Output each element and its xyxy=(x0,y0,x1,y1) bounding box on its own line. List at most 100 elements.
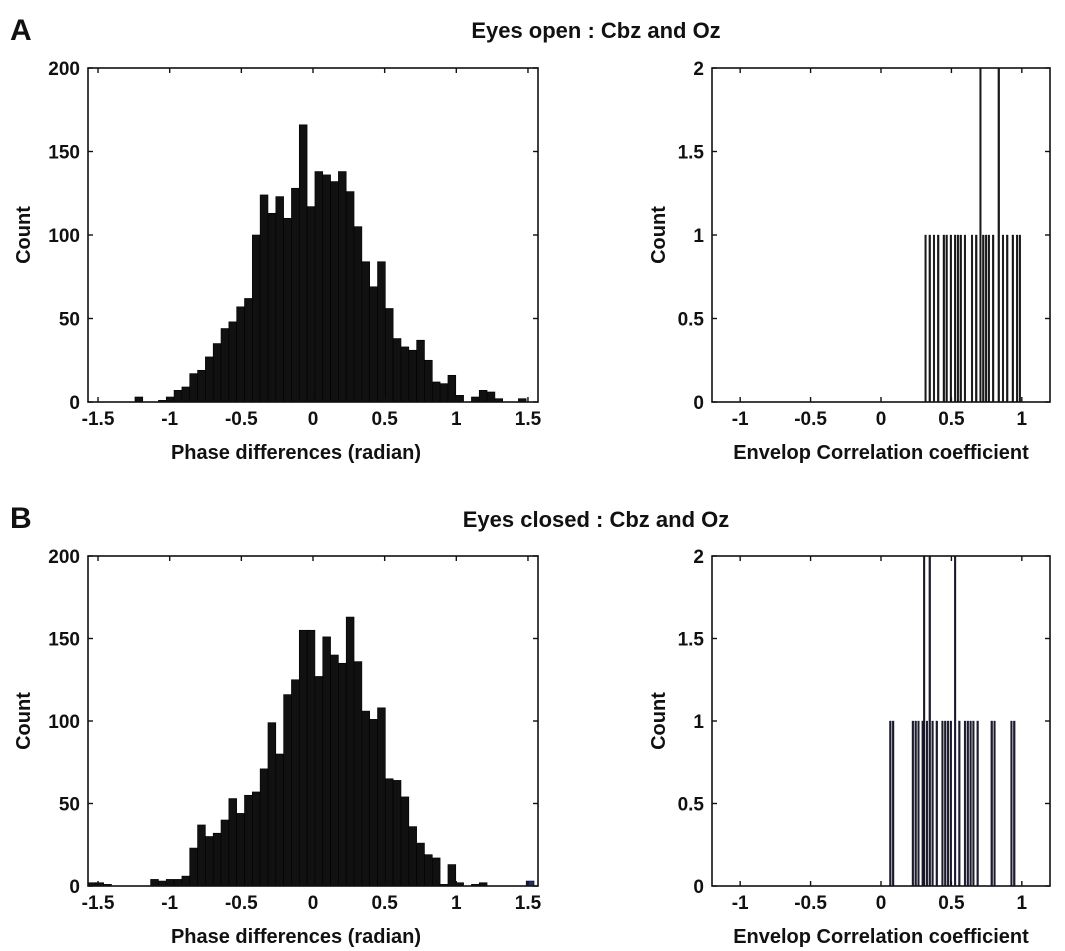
y-tick-label: 0 xyxy=(69,877,80,898)
bar xyxy=(377,707,386,887)
bar xyxy=(400,346,410,403)
x-axis-label: Envelop Correlation coefficient xyxy=(733,442,1029,464)
x-tick-label: -0.5 xyxy=(225,409,258,430)
bar xyxy=(322,636,331,887)
bar xyxy=(447,864,457,887)
bar xyxy=(982,234,985,403)
bar xyxy=(252,234,261,403)
bar xyxy=(975,234,978,403)
bar xyxy=(985,234,988,403)
bar xyxy=(925,720,928,887)
y-tick-label: 1.5 xyxy=(678,630,705,651)
y-axis-label: Count xyxy=(648,206,670,264)
y-tick-label: 2 xyxy=(693,59,704,80)
axes-frame xyxy=(711,555,1051,887)
bar xyxy=(181,386,191,403)
bars xyxy=(87,616,535,887)
bar xyxy=(1018,234,1021,403)
x-tick-label: -0.5 xyxy=(225,893,258,914)
y-tick-label: 100 xyxy=(48,226,80,247)
x-tick-label: -1 xyxy=(161,893,178,914)
bar xyxy=(189,373,198,403)
y-tick-label: 200 xyxy=(48,59,80,80)
bar xyxy=(979,67,982,403)
bar xyxy=(947,720,950,887)
bar xyxy=(392,780,402,887)
bar xyxy=(283,694,292,887)
x-tick-label: 0 xyxy=(308,893,319,914)
bar xyxy=(431,381,441,403)
bar xyxy=(945,234,948,403)
bar xyxy=(963,720,967,887)
y-tick-label: 0.5 xyxy=(678,795,705,816)
bar xyxy=(228,321,237,403)
panel-letter-b: B xyxy=(10,502,32,535)
bar xyxy=(941,720,944,887)
x-tick-label: 0.5 xyxy=(371,409,398,430)
bar xyxy=(972,720,975,887)
bar xyxy=(267,212,277,403)
bar xyxy=(345,191,355,403)
bar xyxy=(949,234,952,403)
bar xyxy=(958,720,961,887)
x-tick-label: -1.5 xyxy=(82,409,115,430)
bar xyxy=(377,261,386,403)
y-tick-label: 100 xyxy=(48,712,80,733)
bar xyxy=(283,218,292,403)
bar xyxy=(990,720,993,887)
bar xyxy=(959,234,962,403)
bar xyxy=(932,234,936,403)
bar xyxy=(330,181,339,403)
x-axis-label: Phase differences (radian) xyxy=(171,442,421,464)
x-tick-label: -1 xyxy=(161,409,178,430)
y-tick-label: 50 xyxy=(59,795,80,816)
bar xyxy=(228,798,237,887)
bar xyxy=(385,778,394,887)
bar xyxy=(259,768,269,887)
bar xyxy=(976,720,979,887)
y-tick-label: 0 xyxy=(693,877,704,898)
bar xyxy=(306,629,316,887)
x-tick-label: 1 xyxy=(1017,893,1028,914)
bar xyxy=(330,654,339,887)
bar xyxy=(298,124,308,403)
bar xyxy=(173,390,183,403)
bar xyxy=(314,676,324,887)
bar xyxy=(1006,234,1009,403)
bar xyxy=(439,383,449,403)
bar xyxy=(923,555,926,887)
y-tick-label: 150 xyxy=(48,143,80,164)
bar xyxy=(353,226,363,403)
y-tick-label: 200 xyxy=(48,547,80,568)
x-tick-label: 1.5 xyxy=(515,893,542,914)
x-axis-label: Phase differences (radian) xyxy=(171,926,421,948)
bar xyxy=(205,836,214,887)
bar xyxy=(259,194,269,403)
bar xyxy=(966,720,969,887)
bar xyxy=(197,369,206,403)
y-tick-label: 1.5 xyxy=(678,143,705,164)
bar xyxy=(369,719,378,887)
bar xyxy=(1013,720,1016,887)
bar xyxy=(431,857,441,887)
bars xyxy=(134,124,527,403)
bar xyxy=(322,174,331,403)
bar xyxy=(486,391,496,403)
bar xyxy=(353,661,363,887)
bar xyxy=(400,796,410,887)
y-tick-label: 50 xyxy=(59,310,80,331)
x-tick-label: 1 xyxy=(451,409,462,430)
x-tick-label: 0 xyxy=(308,409,319,430)
y-tick-label: 150 xyxy=(48,630,80,651)
bar xyxy=(275,196,284,403)
panel-title-b: Eyes closed : Cbz and Oz xyxy=(463,507,730,532)
bars xyxy=(924,67,1021,403)
x-tick-label: -1 xyxy=(732,893,749,914)
bar xyxy=(244,298,253,403)
y-axis-label: Count xyxy=(13,692,35,750)
bar xyxy=(942,234,945,403)
bar xyxy=(197,824,206,887)
y-tick-label: 2 xyxy=(693,547,704,568)
bar xyxy=(189,847,198,887)
